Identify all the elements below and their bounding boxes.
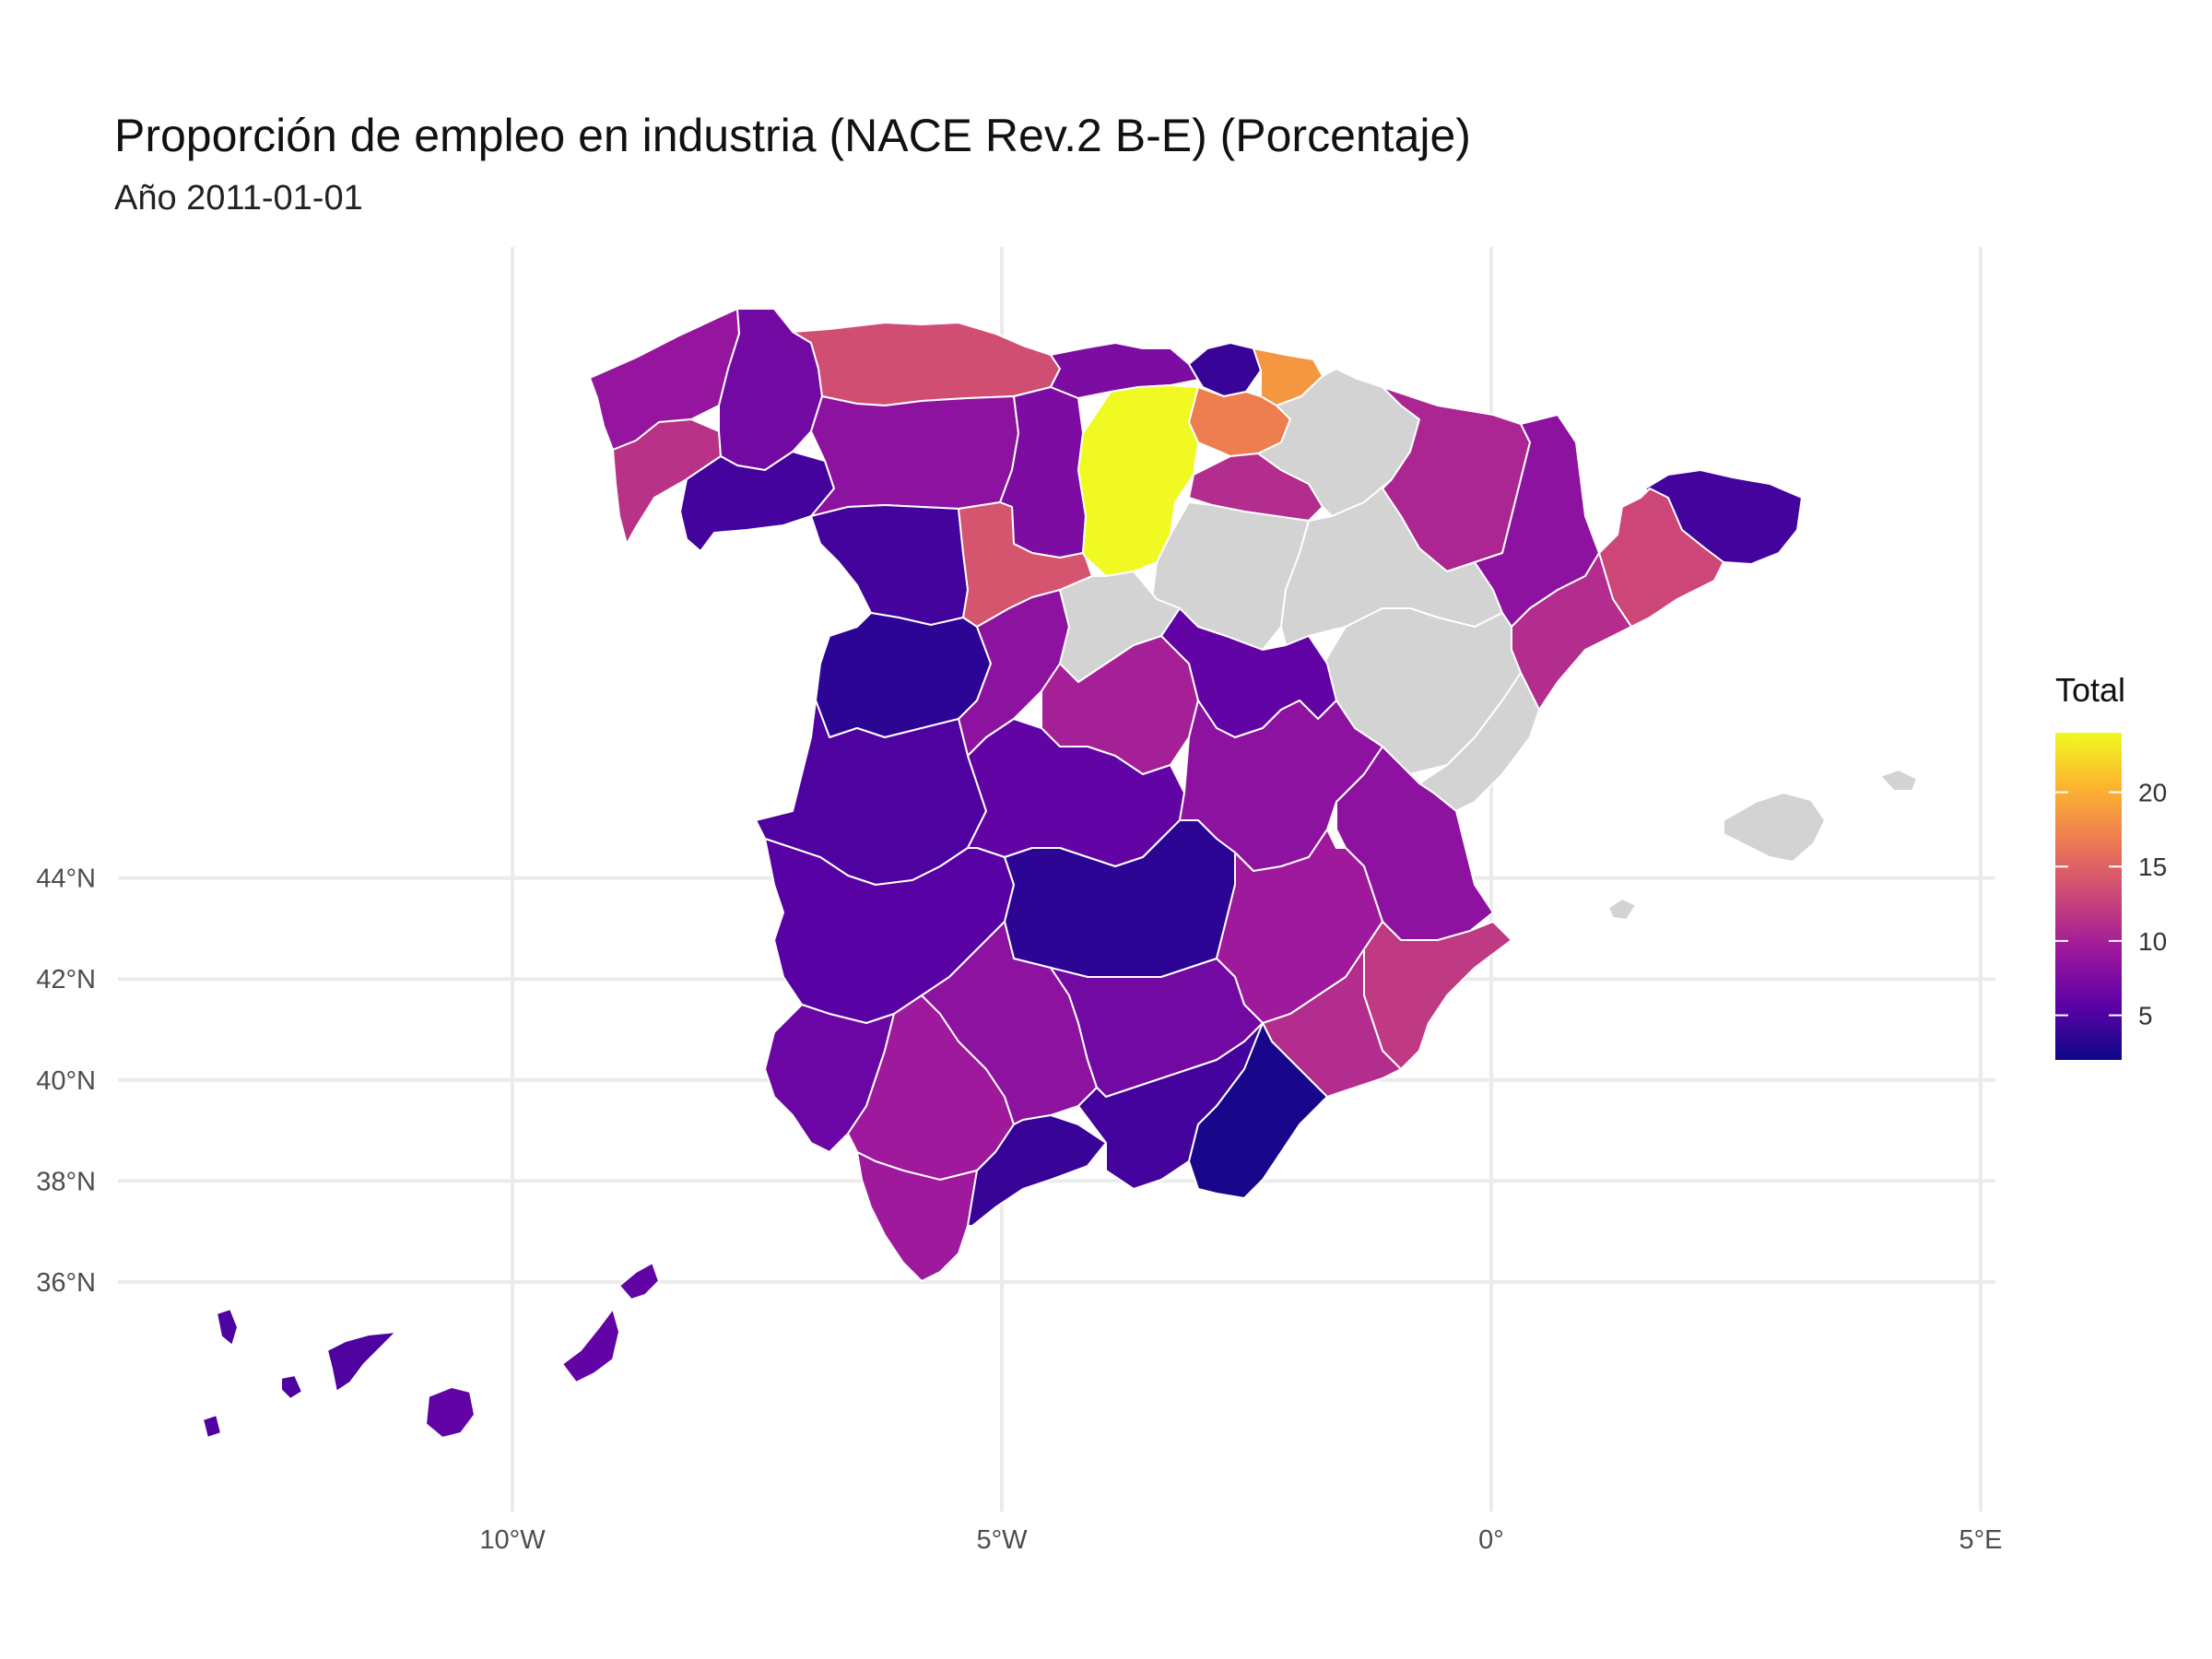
legend-break-label: 5 — [2138, 1002, 2153, 1030]
province-illes-balears — [1607, 769, 1918, 921]
province-burgos — [1077, 384, 1199, 577]
x-tick-label: 5°W — [976, 1525, 1028, 1555]
legend-break-label: 20 — [2138, 779, 2167, 807]
province-barcelona — [1598, 488, 1724, 628]
legend-gradient — [2055, 733, 2122, 1060]
province-zamora — [810, 504, 969, 626]
province-león — [810, 395, 1019, 517]
map-title: Proporción de empleo en industria (NACE … — [114, 110, 1471, 161]
y-tick-label: 36°N — [36, 1268, 96, 1298]
map-subtitle: Año 2011-01-01 — [114, 179, 363, 218]
x-tick-label: 0° — [1478, 1525, 1504, 1555]
province-polygons — [202, 308, 1918, 1439]
province-castellón — [1418, 672, 1540, 812]
y-tick-label: 40°N — [36, 1066, 96, 1096]
legend-colorbar: 5 10 15 20 — [2055, 733, 2167, 1060]
province-cantabria — [1050, 342, 1199, 399]
axis-ticks: 10°W 5°W 0° 5°E 36°N 38°N 40°N 42°N 44°N — [36, 865, 2002, 1555]
province-santa-cruz-de-tenerife — [202, 1308, 397, 1439]
province-almería — [1188, 1022, 1328, 1199]
legend-break-label: 10 — [2138, 927, 2167, 956]
province-cádiz — [856, 1151, 978, 1282]
province-ávila — [958, 589, 1070, 757]
x-tick-label: 5°E — [1959, 1525, 2002, 1555]
province-málaga — [967, 1114, 1107, 1227]
legend-title: Total — [2055, 671, 2126, 709]
legend-break-label: 15 — [2138, 853, 2167, 881]
x-tick-label: 10°W — [479, 1525, 546, 1555]
y-tick-label: 44°N — [36, 865, 96, 894]
province-bizkaia — [1188, 342, 1262, 397]
y-tick-label: 42°N — [36, 965, 96, 994]
y-tick-label: 38°N — [36, 1167, 96, 1196]
province-asturias — [792, 322, 1061, 406]
province-las-palmas — [425, 1262, 660, 1439]
